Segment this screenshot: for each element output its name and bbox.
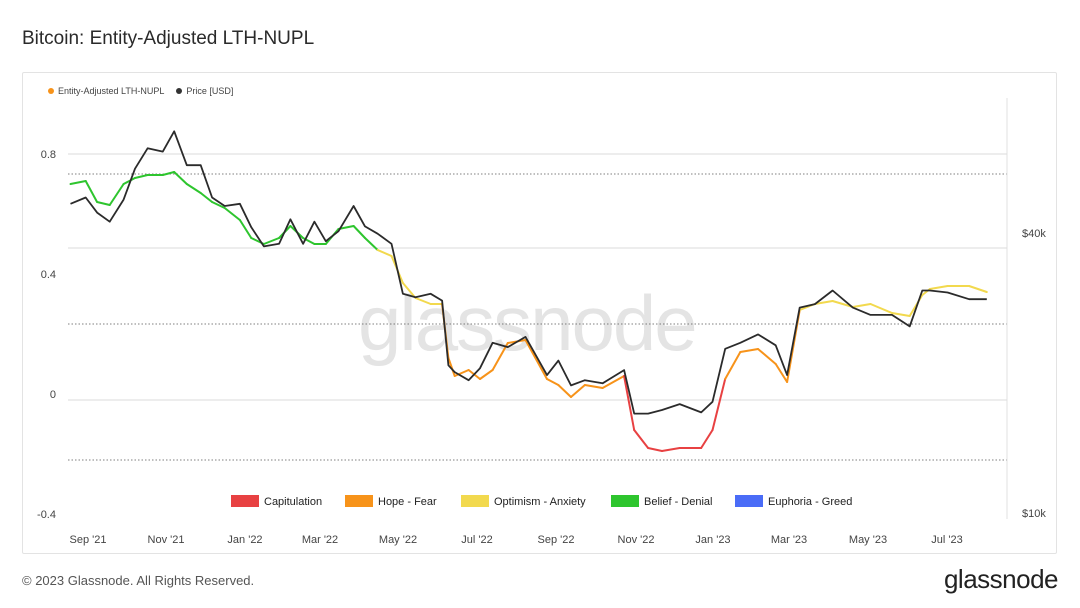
legend-swatch [611, 495, 639, 507]
nupl-segment [601, 375, 626, 389]
nupl-segment [96, 201, 111, 206]
nupl-segment [376, 249, 393, 257]
x-tick-label: Mar '23 [771, 534, 807, 546]
nupl-segment [453, 369, 470, 377]
brand-logo-text: glassnode [943, 564, 1059, 594]
nupl-segment [69, 180, 87, 185]
x-tick-label: May '23 [849, 534, 887, 546]
nupl-segment [122, 177, 136, 185]
x-tick-label: Mar '22 [302, 534, 338, 546]
nupl-segment [928, 285, 949, 290]
legend-label: Optimism - Anxiety [494, 496, 586, 508]
legend-dot-price [176, 88, 183, 94]
nupl-segment [831, 300, 854, 308]
nupl-segment [711, 378, 727, 431]
nupl-segment [545, 378, 560, 386]
copyright-text: © 2023 Glassnode. All Rights Reserved. [22, 573, 255, 588]
nupl-segment [647, 447, 663, 452]
nupl-segment [199, 192, 214, 203]
nupl-segment [757, 348, 777, 365]
nupl-segment [173, 171, 188, 185]
y-left-tick-label: -0.4 [37, 509, 56, 521]
nupl-segment [262, 237, 281, 245]
y-left-tick-label: 0.4 [41, 269, 56, 281]
x-tick-label: Jan '23 [695, 534, 730, 546]
x-tick-label: Jul '23 [931, 534, 962, 546]
nupl-segment [583, 384, 604, 389]
nupl-segment [890, 312, 911, 317]
nupl-segment [84, 180, 99, 203]
nupl-segment [633, 429, 650, 449]
nupl-segment [569, 384, 586, 398]
x-tick-label: Nov '22 [618, 534, 655, 546]
legend-label-nupl: Entity-Adjusted LTH-NUPL [58, 86, 165, 96]
nupl-segment [108, 183, 125, 206]
nupl-segment [478, 369, 494, 380]
nupl-segment [739, 348, 760, 353]
legend-swatch [735, 495, 763, 507]
nupl-segment [557, 384, 572, 398]
nupl-segment [223, 207, 241, 221]
legend-label: Euphoria - Greed [768, 496, 852, 508]
y-left-tick-label: 0.8 [41, 149, 56, 161]
price-line [70, 130, 987, 415]
nupl-segment [700, 429, 714, 449]
nupl-segment [968, 285, 988, 293]
nupl-segment [185, 183, 202, 194]
x-tick-label: Jul '22 [461, 534, 492, 546]
legend-label-price: Price [USD] [186, 86, 234, 96]
chart-panel [22, 72, 1057, 554]
x-tick-label: Nov '21 [148, 534, 185, 546]
nupl-segment [161, 171, 176, 176]
nupl-segment [724, 351, 742, 380]
nupl-segment [363, 237, 379, 251]
nupl-segment [851, 303, 872, 308]
x-tick-label: Sep '21 [70, 534, 107, 546]
legend-item-nupl[interactable]: Entity-Adjusted LTH-NUPL [48, 86, 164, 96]
y-left-tick-label: 0 [50, 389, 56, 401]
legend-swatch [231, 495, 259, 507]
x-tick-label: Jan '22 [227, 534, 262, 546]
legend-swatch [461, 495, 489, 507]
top-legend: Entity-Adjusted LTH-NUPL Price [USD] [48, 86, 233, 96]
nupl-segment [774, 363, 789, 383]
nupl-segment [211, 201, 226, 209]
nupl-segment [660, 447, 681, 452]
x-tick-label: Sep '22 [538, 534, 575, 546]
nupl-segment [133, 174, 149, 179]
nupl-segment [238, 219, 253, 239]
legend-swatch [345, 495, 373, 507]
nupl-segment [623, 375, 636, 431]
legend-dot-nupl [48, 88, 54, 94]
page-title: Bitcoin: Entity-Adjusted LTH-NUPL [22, 28, 315, 49]
nupl-segment [813, 300, 834, 305]
nupl-segment [414, 297, 432, 305]
y-right-tick-label: $10k [1022, 508, 1046, 520]
legend-label: Hope - Fear [378, 496, 437, 508]
nupl-segment [524, 339, 548, 380]
nupl-segment [447, 357, 456, 377]
legend-label: Capitulation [264, 496, 322, 508]
legend-item-price[interactable]: Price [USD] [176, 86, 233, 96]
nupl-segment [491, 342, 509, 371]
y-right-tick-label: $40k [1022, 228, 1046, 240]
nupl-segment [352, 225, 366, 239]
x-tick-label: May '22 [379, 534, 417, 546]
nupl-segment [401, 282, 417, 299]
legend-label: Belief - Denial [644, 496, 712, 508]
nupl-segment [869, 303, 893, 314]
